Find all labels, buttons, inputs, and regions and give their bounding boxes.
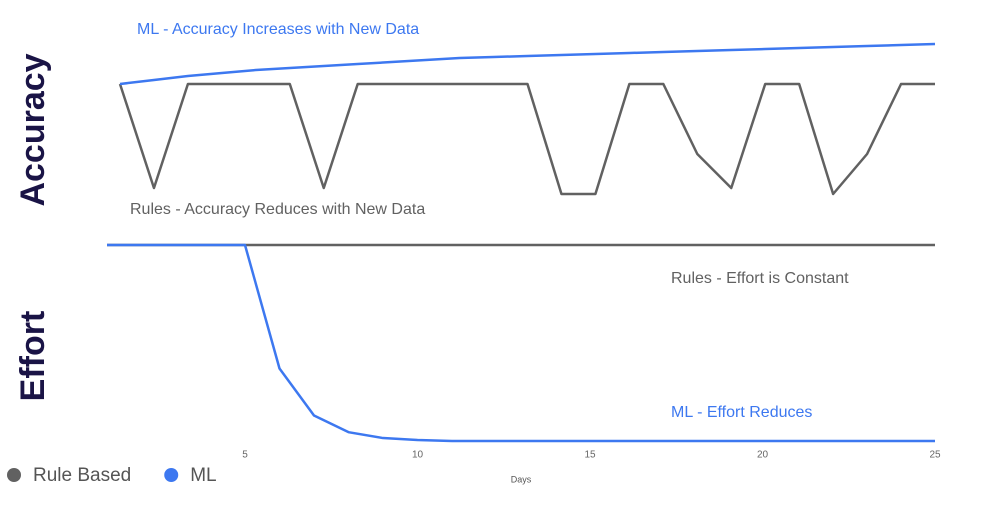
annotation: ML - Effort Reduces xyxy=(671,404,812,421)
annotation: ML - Accuracy Increases with New Data xyxy=(137,21,419,38)
x-axis-label: Days xyxy=(511,474,532,484)
legend-marker xyxy=(7,468,21,482)
annotation: Rules - Effort is Constant xyxy=(671,270,849,287)
line xyxy=(119,42,936,86)
y-axis-label: Effort xyxy=(14,311,52,402)
x-tick-label: 10 xyxy=(412,450,424,461)
x-tick-label: 5 xyxy=(242,450,248,461)
y-axis-label: Accuracy xyxy=(14,53,52,206)
x-tick-label: 15 xyxy=(584,450,596,461)
line xyxy=(118,82,935,196)
legend-label: Rule Based xyxy=(33,465,131,486)
annotation: Rules - Accuracy Reduces with New Data xyxy=(130,201,425,218)
legend-marker xyxy=(164,468,179,482)
legend-label: ML xyxy=(190,465,216,486)
x-tick-label: 25 xyxy=(929,450,941,461)
x-tick-label: 20 xyxy=(757,450,769,461)
line xyxy=(107,243,935,443)
